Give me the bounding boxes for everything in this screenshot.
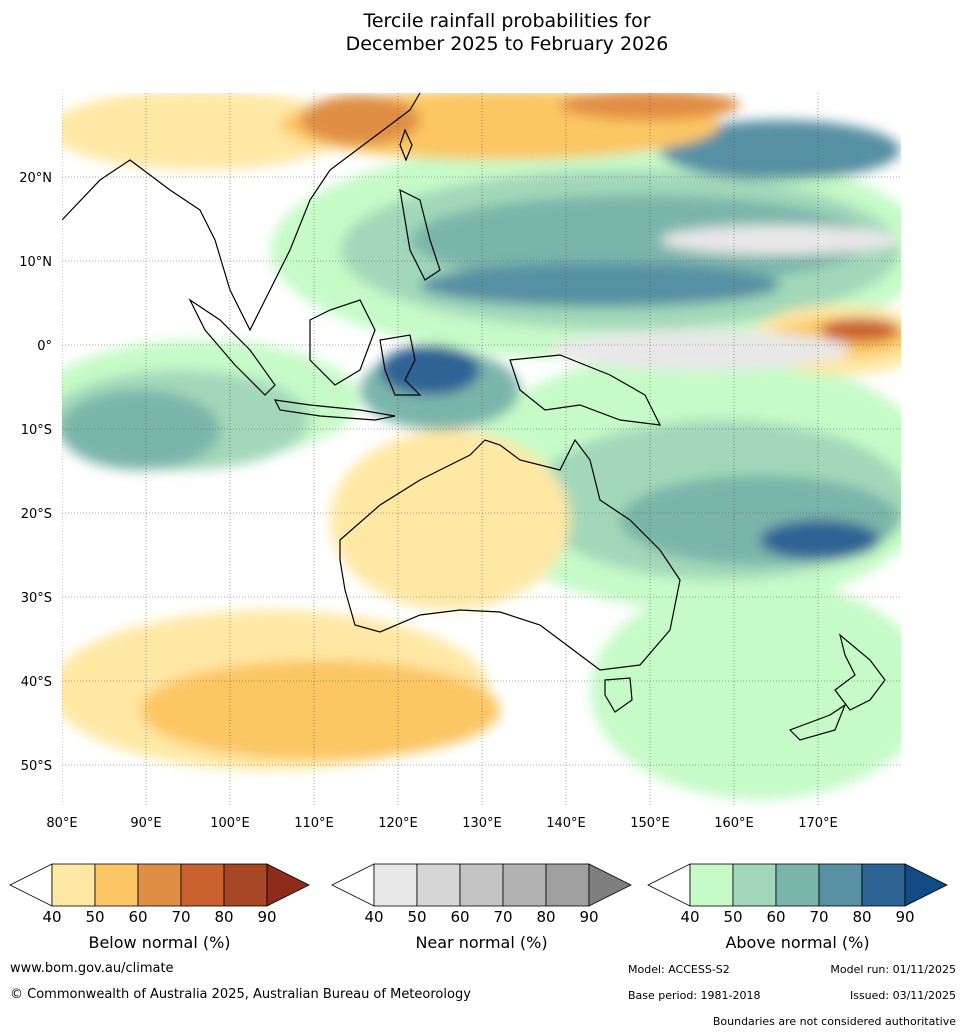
australia-coast (339, 438, 681, 671)
borneo-coast (309, 299, 376, 386)
latitude-axis: 20°N 10°N 0° 10°S 20°S 30°S 40°S 50°S (19, 171, 52, 774)
lon-tick: 80°E (46, 816, 77, 831)
colorbar-segment (818, 863, 863, 907)
colorbar-tick: 70 (171, 908, 190, 926)
rainfall-map[interactable]: 80°E 90°E 100°E 110°E 120°E 130°E 140°E … (0, 0, 965, 850)
colorbar-tick: 80 (536, 908, 555, 926)
colorbar-tick: 90 (257, 908, 276, 926)
colorbar-segment (732, 863, 777, 907)
title-line-2: December 2025 to February 2026 (345, 33, 669, 55)
taiwan-coast (399, 128, 413, 162)
lon-tick: 140°E (546, 816, 586, 831)
tasmania-coast (604, 677, 633, 713)
colorbar-tick: 50 (723, 908, 742, 926)
colorbar-tick: 60 (450, 908, 469, 926)
colorbar-segment (180, 863, 225, 907)
above-normal-colorbar: 40 50 60 70 80 90 Above normal (%) (647, 863, 948, 952)
lat-tick: 20°S (21, 507, 52, 522)
colorbar-segment (689, 863, 734, 907)
java-coast (273, 399, 396, 421)
colorbar-tick: 80 (852, 908, 871, 926)
colorbar-segment (545, 863, 590, 907)
colorbar-extend-high (904, 863, 948, 907)
model-name: Model: ACCESS-S2 (628, 963, 730, 976)
colorbar-segment (51, 863, 96, 907)
lon-tick: 160°E (714, 816, 754, 831)
colorbar-tick: 60 (128, 908, 147, 926)
colorbar-segment (775, 863, 820, 907)
philippines-coast (399, 188, 441, 281)
colorbar-tick: 90 (579, 908, 598, 926)
colorbar-segment (223, 863, 268, 907)
colorbar-segment (502, 863, 547, 907)
lon-tick: 90°E (130, 816, 161, 831)
boundaries-note: Boundaries are not considered authoritat… (712, 1015, 956, 1028)
lon-tick: 100°E (210, 816, 250, 831)
colorbar-extend-high (588, 863, 632, 907)
colorbar-tick: 40 (680, 908, 699, 926)
mainland-asia-coast (62, 93, 421, 332)
colorbar-tick: 60 (766, 908, 785, 926)
colorbar-tick: 40 (364, 908, 383, 926)
issued-date: Issued: 03/11/2025 (849, 989, 956, 1002)
colorbar-tick: 50 (85, 908, 104, 926)
new-zealand-coast (788, 633, 886, 741)
colorbar-tick: 50 (407, 908, 426, 926)
coastlines (62, 93, 886, 741)
below-normal-colorbar: 40 50 60 70 80 90 Below normal (%) (9, 863, 310, 952)
lat-tick: 10°N (19, 255, 52, 270)
longitude-axis: 80°E 90°E 100°E 110°E 120°E 130°E 140°E … (46, 816, 837, 831)
model-run: Model run: 01/11/2025 (830, 963, 956, 976)
colorbar-label: Near normal (%) (415, 933, 547, 952)
copyright: © Commonwealth of Australia 2025, Austra… (10, 987, 471, 1002)
lon-tick: 130°E (462, 816, 502, 831)
legend-area: 40 50 60 70 80 90 Below normal (%) 40 50 60 70 80 9… (9, 863, 948, 952)
colorbar-extend-low (9, 863, 53, 907)
lon-tick: 120°E (378, 816, 418, 831)
colorbar-segment (416, 863, 461, 907)
colorbar-segment (137, 863, 182, 907)
lat-tick: 40°S (21, 675, 52, 690)
colorbar-segment (94, 863, 139, 907)
colorbar-tick: 40 (42, 908, 61, 926)
colorbar-tick: 70 (809, 908, 828, 926)
lat-tick: 50°S (21, 759, 52, 774)
colorbar-tick: 90 (895, 908, 914, 926)
lat-tick: 10°S (21, 423, 52, 438)
colorbar-segment (373, 863, 418, 907)
sumatra-coast (188, 298, 276, 396)
colorbar-extend-high (266, 863, 310, 907)
lon-tick: 150°E (630, 816, 670, 831)
colorbar-tick: 80 (214, 908, 233, 926)
near-normal-colorbar: 40 50 60 70 80 90 Near normal (%) (331, 863, 632, 952)
probability-field (62, 93, 901, 807)
title-line-1: Tercile rainfall probabilities for (363, 10, 651, 32)
lon-tick: 170°E (798, 816, 838, 831)
colorbar-segment (861, 863, 906, 907)
gridlines (62, 93, 901, 807)
colorbar-label: Above normal (%) (725, 933, 869, 952)
colorbar-extend-low (331, 863, 375, 907)
lat-tick: 20°N (19, 171, 52, 186)
colorbar-tick: 70 (493, 908, 512, 926)
base-period: Base period: 1981-2018 (628, 989, 761, 1002)
colorbar-label: Below normal (%) (88, 933, 230, 952)
lon-tick: 110°E (294, 816, 334, 831)
sulawesi-coast (379, 334, 422, 396)
website-link[interactable]: www.bom.gov.au/climate (10, 961, 174, 976)
colorbar-segment (459, 863, 504, 907)
colorbar-extend-low (647, 863, 691, 907)
lat-tick: 30°S (21, 591, 52, 606)
chart-title: Tercile rainfall probabilities for Decem… (0, 10, 965, 56)
new-guinea-coast (509, 354, 662, 426)
lat-tick: 0° (37, 339, 52, 354)
